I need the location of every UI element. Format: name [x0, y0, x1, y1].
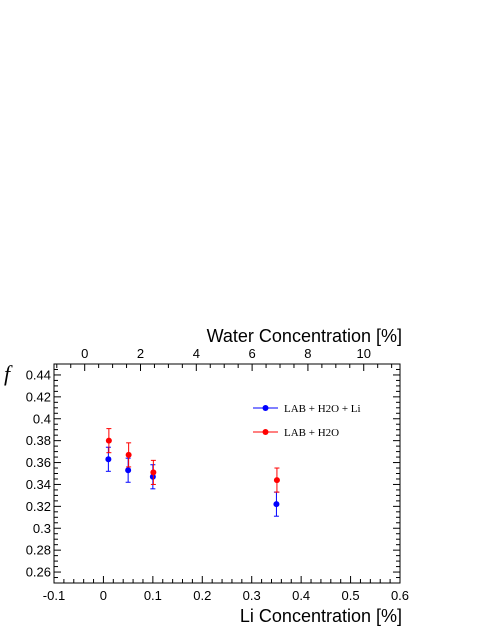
x2-tick-label: 10 — [356, 346, 370, 361]
y-axis-title: f — [4, 361, 13, 386]
x-tick-label: 0.1 — [144, 588, 162, 603]
y-tick-label: 0.4 — [33, 411, 51, 426]
data-point — [273, 501, 280, 508]
legend-marker — [262, 405, 269, 411]
data-point — [105, 456, 112, 463]
data-point — [105, 437, 112, 444]
y-tick-label: 0.3 — [33, 521, 51, 536]
y-tick-label: 0.44 — [26, 367, 51, 382]
plot-frame-group — [53, 363, 401, 584]
x2-tick-label: 2 — [137, 346, 144, 361]
x-tick-label: 0.2 — [193, 588, 211, 603]
legend-label: LAB + H2O — [284, 427, 339, 439]
x-tick-label: 0.3 — [243, 588, 261, 603]
y-tick-label: 0.34 — [26, 477, 51, 492]
y-tick-label: 0.38 — [26, 433, 51, 448]
ticks-group: -0.1 0 0.1 0.2 0.3 0.4 0.5 0.6 0 2 4 6 8 10 0.26 0.28 0.… — [26, 346, 409, 603]
x-tick-label: -0.1 — [43, 588, 65, 603]
x-axis-title: Li Concentration [%] — [240, 606, 402, 626]
top-axis-title: Water Concentration [%] — [207, 326, 402, 346]
y-tick-label: 0.32 — [26, 499, 51, 514]
plot-frame — [53, 363, 401, 584]
legend: LAB + H2O + Li LAB + H2O — [253, 403, 361, 439]
series-2 — [105, 428, 280, 493]
data-point — [150, 469, 157, 476]
y-tick-label: 0.26 — [26, 565, 51, 580]
x-tick-label: 0.6 — [391, 588, 409, 603]
data-point — [273, 477, 280, 484]
legend-marker — [262, 429, 269, 435]
legend-label: LAB + H2O + Li — [284, 403, 361, 415]
x2-tick-label: 4 — [193, 346, 200, 361]
y-tick-label: 0.28 — [26, 543, 51, 558]
x-tick-label: 0 — [100, 588, 107, 603]
series-1 — [105, 446, 280, 517]
x2-tick-label: 6 — [248, 346, 255, 361]
series-group — [105, 428, 280, 517]
y-tick-label: 0.36 — [26, 455, 51, 470]
x-tick-label: 0.5 — [342, 588, 360, 603]
data-point — [125, 467, 132, 474]
y-tick-label: 0.42 — [26, 389, 51, 404]
x2-tick-label: 0 — [81, 346, 88, 361]
data-point — [125, 451, 132, 458]
x-tick-label: 0.4 — [292, 588, 310, 603]
x2-tick-label: 8 — [304, 346, 311, 361]
